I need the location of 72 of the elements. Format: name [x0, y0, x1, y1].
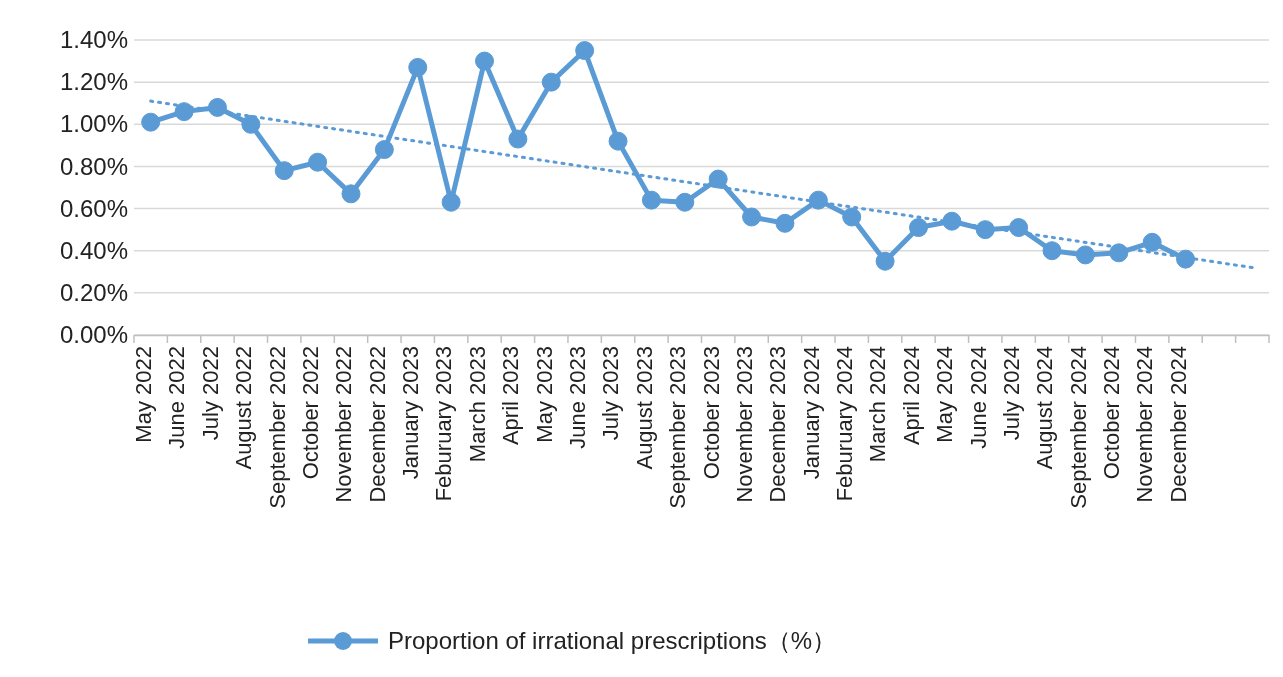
point: [641, 190, 661, 210]
point: [1176, 249, 1196, 269]
x-tick-label: September 2022: [264, 346, 290, 509]
x-tick-label: November 2022: [331, 346, 357, 503]
x-tick-label: October 2022: [297, 346, 323, 480]
x-tick-label: August 2022: [231, 346, 257, 470]
x-tick-label: September 2023: [665, 346, 691, 509]
point: [808, 190, 828, 210]
legend-label: Proportion of irrational prescriptions（%）: [388, 627, 837, 655]
x-tick-label: March 2024: [865, 346, 891, 463]
point: [875, 251, 895, 271]
point: [241, 114, 261, 134]
y-tick-label: 1.20%: [59, 68, 128, 96]
x-tick-label: August 2024: [1032, 346, 1058, 470]
x-tick-label: January 2023: [398, 346, 424, 480]
point: [842, 207, 862, 227]
point: [374, 140, 394, 160]
x-tick-label: June 2022: [164, 346, 190, 449]
x-tick-label: May 2023: [531, 346, 557, 443]
x-tick-label: May 2022: [130, 346, 156, 443]
point: [742, 207, 762, 227]
x-tick-label: December 2022: [364, 346, 390, 503]
y-tick-label: 0.20%: [59, 279, 128, 307]
x-tick-label: April 2023: [498, 346, 524, 446]
x-tick-label: June 2023: [564, 346, 590, 449]
point: [775, 213, 795, 233]
point: [708, 169, 728, 189]
x-tick-label: November 2024: [1132, 346, 1158, 503]
x-tick-label: Feburuary 2024: [832, 346, 858, 502]
x-tick-label: July 2024: [998, 346, 1024, 441]
x-tick-label: September 2024: [1065, 346, 1091, 509]
point: [475, 51, 495, 71]
y-tick-label: 0.60%: [59, 194, 128, 222]
point: [441, 192, 461, 212]
x-tick-label: April 2024: [898, 346, 924, 446]
x-tick-label: Feburuary 2023: [431, 346, 457, 502]
point: [1142, 232, 1162, 252]
x-tick-label: March 2023: [464, 346, 490, 463]
point: [1009, 218, 1029, 238]
x-tick-label: December 2024: [1165, 346, 1191, 503]
point: [675, 192, 695, 212]
point: [608, 131, 628, 151]
x-tick-label: October 2023: [698, 346, 724, 480]
point: [1109, 243, 1129, 263]
y-tick-label: 0.80%: [59, 152, 128, 180]
point: [408, 57, 428, 77]
x-tick-label: October 2024: [1099, 346, 1125, 480]
x-tick-label: May 2024: [932, 346, 958, 443]
x-tick-label: January 2024: [798, 346, 824, 480]
y-tick-label: 0.00%: [59, 321, 128, 349]
y-tick-label: 0.40%: [59, 236, 128, 264]
point: [174, 102, 194, 122]
point: [274, 161, 294, 181]
point: [1075, 245, 1095, 265]
x-tick-label: July 2022: [197, 346, 223, 441]
point: [508, 129, 528, 149]
point: [207, 97, 227, 117]
point: [575, 41, 595, 61]
point: [1042, 241, 1062, 261]
point: [541, 72, 561, 92]
y-tick-label: 1.00%: [59, 110, 128, 138]
x-tick-label: June 2024: [965, 346, 991, 449]
point: [908, 218, 928, 238]
point: [141, 112, 161, 132]
x-tick-label: November 2023: [731, 346, 757, 503]
point: [341, 184, 361, 204]
x-tick-label: July 2023: [598, 346, 624, 441]
point: [308, 152, 328, 172]
y-tick-label: 1.40%: [59, 26, 128, 54]
point: [975, 220, 995, 240]
x-tick-label: December 2023: [765, 346, 791, 503]
x-tick-label: August 2023: [631, 346, 657, 470]
